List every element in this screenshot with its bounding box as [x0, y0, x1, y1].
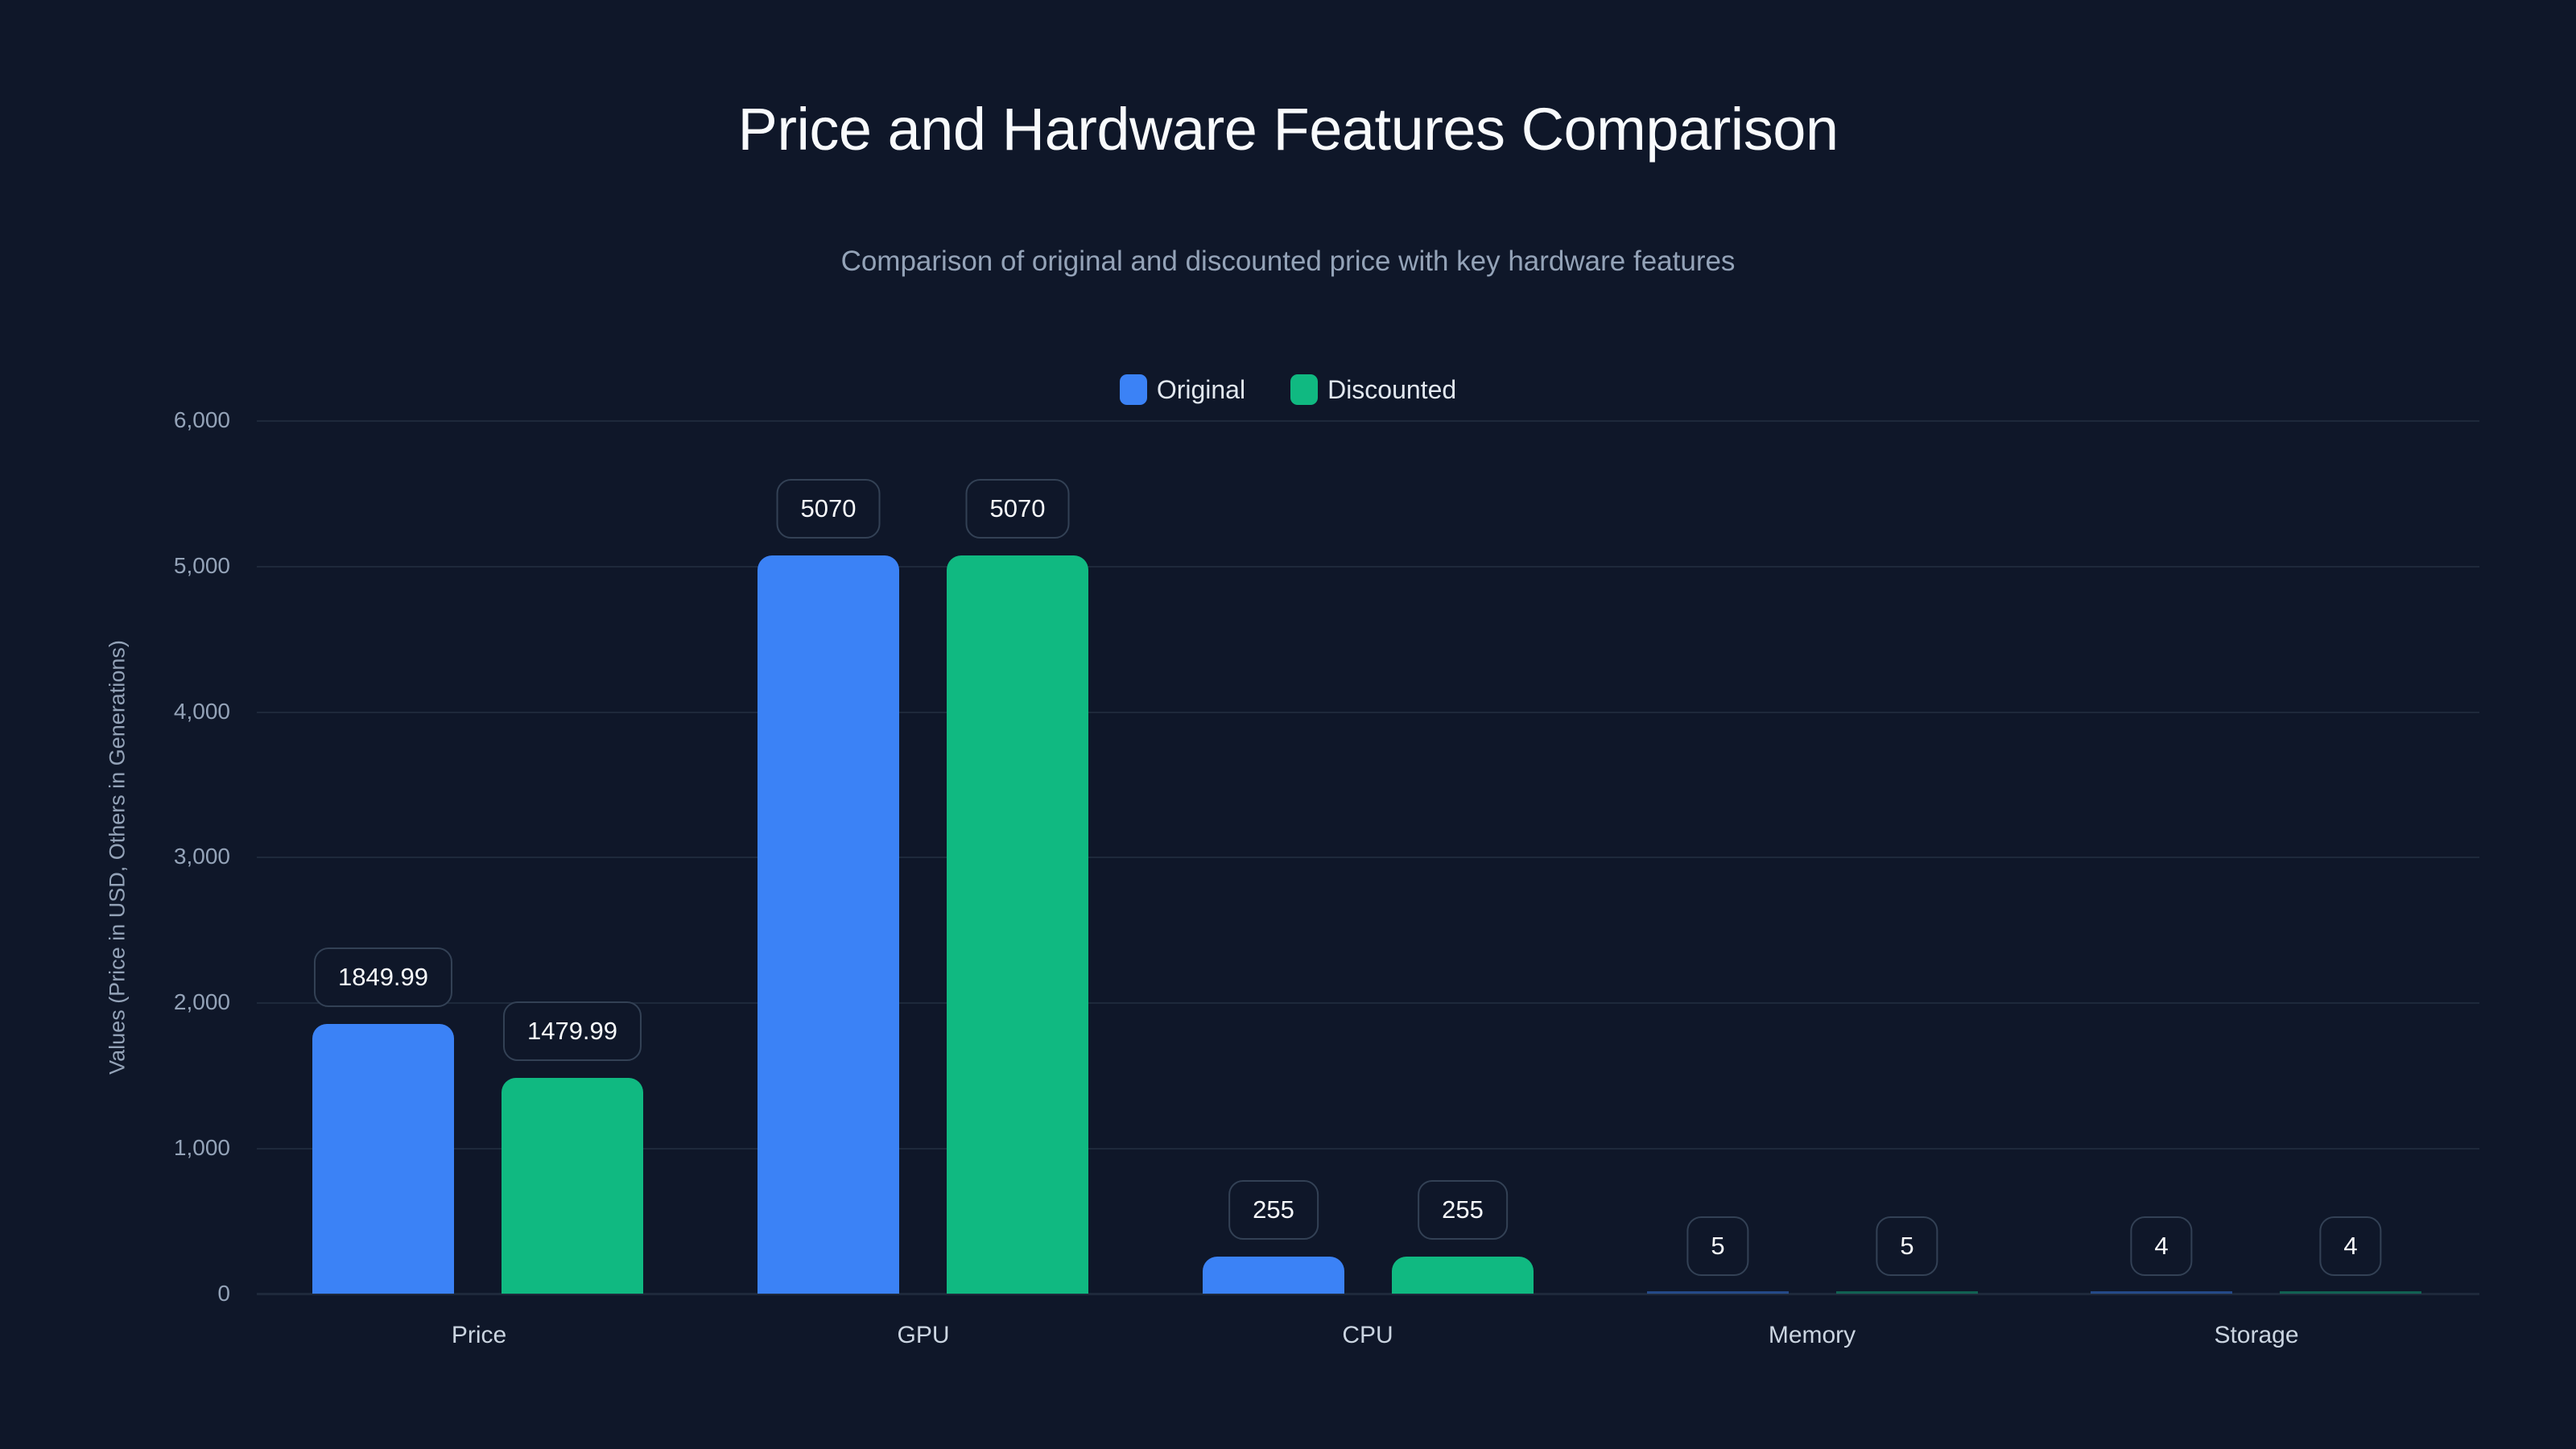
x-tick-gpu: GPU [897, 1322, 950, 1348]
data-label-storage-original: 4 [2130, 1216, 2193, 1277]
legend-item-original[interactable]: Original [1119, 374, 1246, 405]
gridline-4000 [257, 712, 2479, 713]
legend: Original Discounted [0, 374, 2576, 405]
chart-title: Price and Hardware Features Comparison [737, 96, 1839, 163]
y-tick-4000: 4,000 [173, 699, 230, 724]
data-label-cpu-original: 255 [1228, 1179, 1319, 1240]
bar-price-discounted[interactable] [502, 1078, 643, 1294]
bar-memory-discounted[interactable] [1836, 1291, 1978, 1294]
x-tick-memory: Memory [1768, 1322, 1856, 1348]
gridline-5000 [257, 566, 2479, 568]
x-tick-storage: Storage [2214, 1322, 2299, 1348]
x-tick-cpu: CPU [1342, 1322, 1393, 1348]
data-label-gpu-original: 5070 [776, 479, 881, 539]
category-memory: 5 5 Memory [1590, 420, 2034, 1348]
legend-label-original: Original [1156, 374, 1246, 404]
category-cpu: 255 255 CPU [1146, 420, 1590, 1348]
legend-item-discounted[interactable]: Discounted [1290, 374, 1456, 405]
gridline-3000 [257, 857, 2479, 858]
category-price: 1849.99 1479.99 Price [257, 420, 701, 1348]
y-tick-1000: 1,000 [173, 1135, 230, 1160]
data-label-memory-original: 5 [1686, 1216, 1749, 1277]
legend-label-discounted: Discounted [1327, 374, 1457, 404]
plot-area: 6,000 5,000 4,000 3,000 2,000 1,000 0 18… [174, 407, 2479, 1348]
bar-memory-original[interactable] [1647, 1291, 1789, 1294]
gridline-2000 [257, 1002, 2479, 1004]
gridline-6000 [257, 420, 2479, 422]
gridline-1000 [257, 1148, 2479, 1150]
data-label-cpu-discounted: 255 [1418, 1179, 1508, 1240]
data-label-gpu-discounted: 5070 [965, 479, 1070, 539]
x-axis-baseline [257, 1293, 2479, 1295]
data-label-price-discounted: 1479.99 [502, 1001, 642, 1062]
bar-storage-original[interactable] [2091, 1291, 2232, 1294]
y-tick-6000: 6,000 [173, 407, 230, 432]
legend-swatch-original [1119, 374, 1147, 405]
legend-swatch-discounted [1290, 374, 1319, 405]
y-tick-0: 0 [217, 1281, 230, 1306]
y-tick-5000: 5,000 [173, 553, 230, 578]
bar-cpu-original[interactable] [1203, 1256, 1344, 1294]
bar-storage-discounted[interactable] [2280, 1291, 2421, 1294]
y-tick-2000: 2,000 [173, 989, 230, 1014]
x-tick-price: Price [451, 1322, 507, 1348]
data-label-price-original: 1849.99 [313, 947, 453, 1008]
bar-gpu-discounted[interactable] [947, 555, 1088, 1294]
category-gpu: 5070 5070 GPU [701, 420, 1146, 1348]
data-label-memory-discounted: 5 [1876, 1216, 1938, 1277]
bar-price-original[interactable] [312, 1024, 454, 1294]
y-tick-3000: 3,000 [173, 844, 230, 869]
chart-subtitle: Comparison of original and discounted pr… [840, 246, 1736, 277]
category-storage: 4 4 Storage [2034, 420, 2479, 1348]
bar-gpu-original[interactable] [758, 555, 899, 1294]
bar-cpu-discounted[interactable] [1392, 1256, 1534, 1294]
data-label-storage-discounted: 4 [2319, 1216, 2382, 1277]
